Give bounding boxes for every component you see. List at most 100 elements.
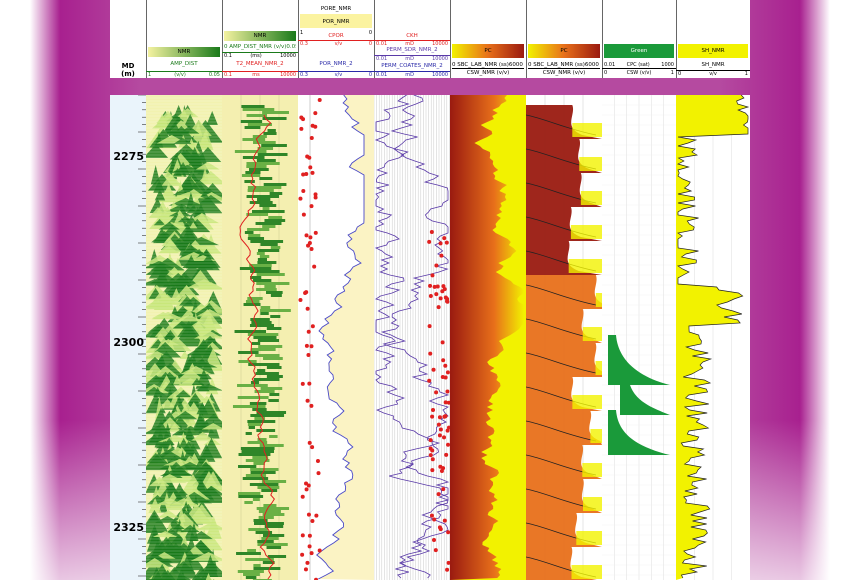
- sh-scale1-left: 0: [678, 71, 682, 77]
- t2-scale1-unit: (ms): [250, 53, 262, 59]
- pc1-header[interactable]: PC 0 SBC_LAB_NMR (ss)6000 CSW_NMR (v/v): [450, 0, 527, 78]
- poro-track[interactable]: [298, 95, 375, 580]
- pc2-csw-curve: CSW_NMR (v/v): [542, 70, 586, 76]
- pc2-image: [526, 95, 602, 580]
- log-body[interactable]: [110, 95, 750, 580]
- t2-color-bar: [224, 31, 296, 41]
- perm-scale1-left: 0.01: [376, 41, 388, 47]
- sh-color-bar: [678, 44, 748, 58]
- amp-dist-image: [146, 95, 222, 580]
- t2-amp-curve: 0 AMP_DIST_NMR (v/v)0.05: [224, 44, 296, 50]
- csw-curve: CSW (v/v): [626, 70, 652, 76]
- t2-track[interactable]: [222, 95, 299, 580]
- cpc-image: [602, 95, 676, 580]
- poro-scale2-left: 0.3: [300, 72, 308, 78]
- sh-curve-image: [676, 95, 750, 580]
- pc1-image: [450, 95, 526, 580]
- por-nmr2-curve: POR_NMR_2: [319, 61, 353, 67]
- sh-track[interactable]: [676, 95, 750, 580]
- perm-scale3-unit: mD: [405, 72, 414, 78]
- pc1-sbc-curve: 0 SBC_LAB_NMR (ss)6000: [452, 62, 524, 69]
- poro-header[interactable]: PORE_NMR POR_NMR 1 0 CPOR 0.3 v/v 0 POR_…: [298, 0, 375, 78]
- pc2-sbc-curve: 0 SBC_LAB_NMR (ss)6000: [528, 62, 600, 69]
- sh-scale-1: 0 v/v 1: [676, 70, 750, 77]
- cpc-header[interactable]: Green 0.01 CPC (sat) 1000 0 CSW (v/v) 1: [602, 0, 677, 78]
- perm-scale-2: 0.01 mD 10000: [374, 55, 450, 62]
- cpor-curve: CPOR: [328, 33, 344, 39]
- depth-ticks: [138, 95, 146, 577]
- perm-header[interactable]: CKH 0.01 mD 10000 PERM_SDR_NMR_2 0.01 mD…: [374, 0, 451, 78]
- perm-scale2-unit: mD: [405, 56, 414, 62]
- perm-scale2-right: 10000: [432, 56, 448, 62]
- cpc-title: Green: [630, 48, 648, 54]
- sh-curve: SH_NMR: [701, 62, 725, 68]
- perm-scale-1: 0.01 mD 10000: [374, 40, 450, 47]
- amp-dist-scale-right: 0.05: [208, 72, 220, 78]
- amp-dist-color-bar: [148, 47, 220, 57]
- cpc-scale1-left: 0.01: [604, 62, 616, 68]
- t2-title: NMR: [253, 33, 267, 39]
- md-unit-label: (m): [121, 70, 135, 78]
- perm-coates-curve: PERM_COATES_NMR_2: [381, 63, 443, 69]
- poro-scale2-unit: v/v: [334, 72, 343, 78]
- poro-curves: [298, 95, 374, 580]
- amp-dist-scale: 1 (v/v) 0.05: [146, 71, 222, 78]
- sh-scale1-unit: v/v: [709, 71, 717, 77]
- pc2-color-bar: [528, 44, 600, 58]
- perm-sdr-curve: PERM_SDR_NMR_2: [386, 47, 438, 53]
- pore-nmr-title: PORE_NMR: [320, 6, 352, 12]
- poro-scale2-right: 0: [368, 72, 372, 78]
- perm-scale3-right: 10000: [432, 72, 448, 78]
- poro-scale1-left: 0.3: [300, 41, 308, 47]
- t2-scale-2: 0.1 ms 10000: [222, 71, 298, 78]
- depth-label-2300: 2300: [113, 336, 144, 349]
- t2-scale1-right: 10000: [280, 53, 296, 59]
- poro-scale-2: 0.3 v/v 0: [298, 71, 374, 78]
- pc2-header[interactable]: PC 0 SBC_LAB_NMR (ss)6000 CSW_NMR (v/v): [526, 0, 603, 78]
- t2-header[interactable]: NMR 0 AMP_DIST_NMR (v/v)0.05 0.1 (ms) 10…: [222, 0, 299, 78]
- depth-label-2325: 2325: [113, 521, 144, 534]
- sh-header[interactable]: SH_NMR SH_NMR 0 v/v 1: [676, 0, 750, 78]
- amp-dist-header[interactable]: NMR AMP_DIST 1 (v/v) 0.05: [146, 0, 223, 78]
- perm-scale3-left: 0.01: [376, 72, 388, 78]
- pc1-track[interactable]: [450, 95, 527, 580]
- t2-scale2-left: 0.1: [224, 72, 232, 78]
- cpc-track[interactable]: [602, 95, 677, 580]
- cpc-scale-2: 0 CSW (v/v) 1: [602, 70, 676, 76]
- amp-dist-title: NMR: [177, 49, 191, 55]
- poro-scale1-unit: v/v: [334, 41, 343, 47]
- t2-image: [232, 95, 291, 580]
- pc2-title: PC: [560, 48, 568, 54]
- perm-scale1-right: 10000: [432, 41, 448, 47]
- poro-color-bar: [300, 14, 372, 28]
- cpc-color-bar: [604, 44, 674, 58]
- pc2-track[interactable]: [526, 95, 603, 580]
- amp-dist-scale-left: 1: [148, 72, 152, 78]
- cpc-scale2-right: 1: [670, 70, 674, 76]
- t2-mean-curve: T2_MEAN_NMR_2: [236, 61, 284, 67]
- poro-scale0-right: 0: [368, 30, 372, 36]
- pc1-title: PC: [484, 48, 492, 54]
- sh-scale1-right: 1: [744, 71, 748, 77]
- cpc-scale-1: 0.01 CPC (sat) 1000: [602, 62, 676, 69]
- t2-scale2-unit: ms: [252, 72, 260, 78]
- perm-scale1-unit: mD: [405, 41, 414, 47]
- perm-track[interactable]: [374, 95, 451, 580]
- perm-scale2-left: 0.01: [376, 56, 388, 62]
- amp-dist-track[interactable]: [146, 95, 223, 580]
- poro-scale1-right: 0: [368, 41, 372, 47]
- por-nmr-title: POR_NMR: [322, 19, 350, 25]
- poro-scale0-left: 1: [300, 30, 304, 36]
- poro-scale-0: 1 0: [298, 30, 374, 36]
- pc1-csw-curve: CSW_NMR (v/v): [466, 70, 510, 76]
- amp-dist-scale-unit: (v/v): [174, 72, 186, 78]
- cpc-scale1-right: 1000: [661, 62, 674, 68]
- t2-scale2-right: 10000: [280, 72, 296, 78]
- perm-scale-3: 0.01 mD 10000: [374, 71, 450, 78]
- cpc-curve: CPC (sat): [626, 62, 650, 68]
- depth-header: MD (m): [110, 0, 147, 78]
- amp-dist-curve-name: AMP_DIST: [170, 61, 198, 67]
- t2-scale-1: 0.1 (ms) 10000: [222, 52, 298, 59]
- ckh-curve: CKH: [406, 33, 418, 39]
- perm-curves: [374, 95, 450, 580]
